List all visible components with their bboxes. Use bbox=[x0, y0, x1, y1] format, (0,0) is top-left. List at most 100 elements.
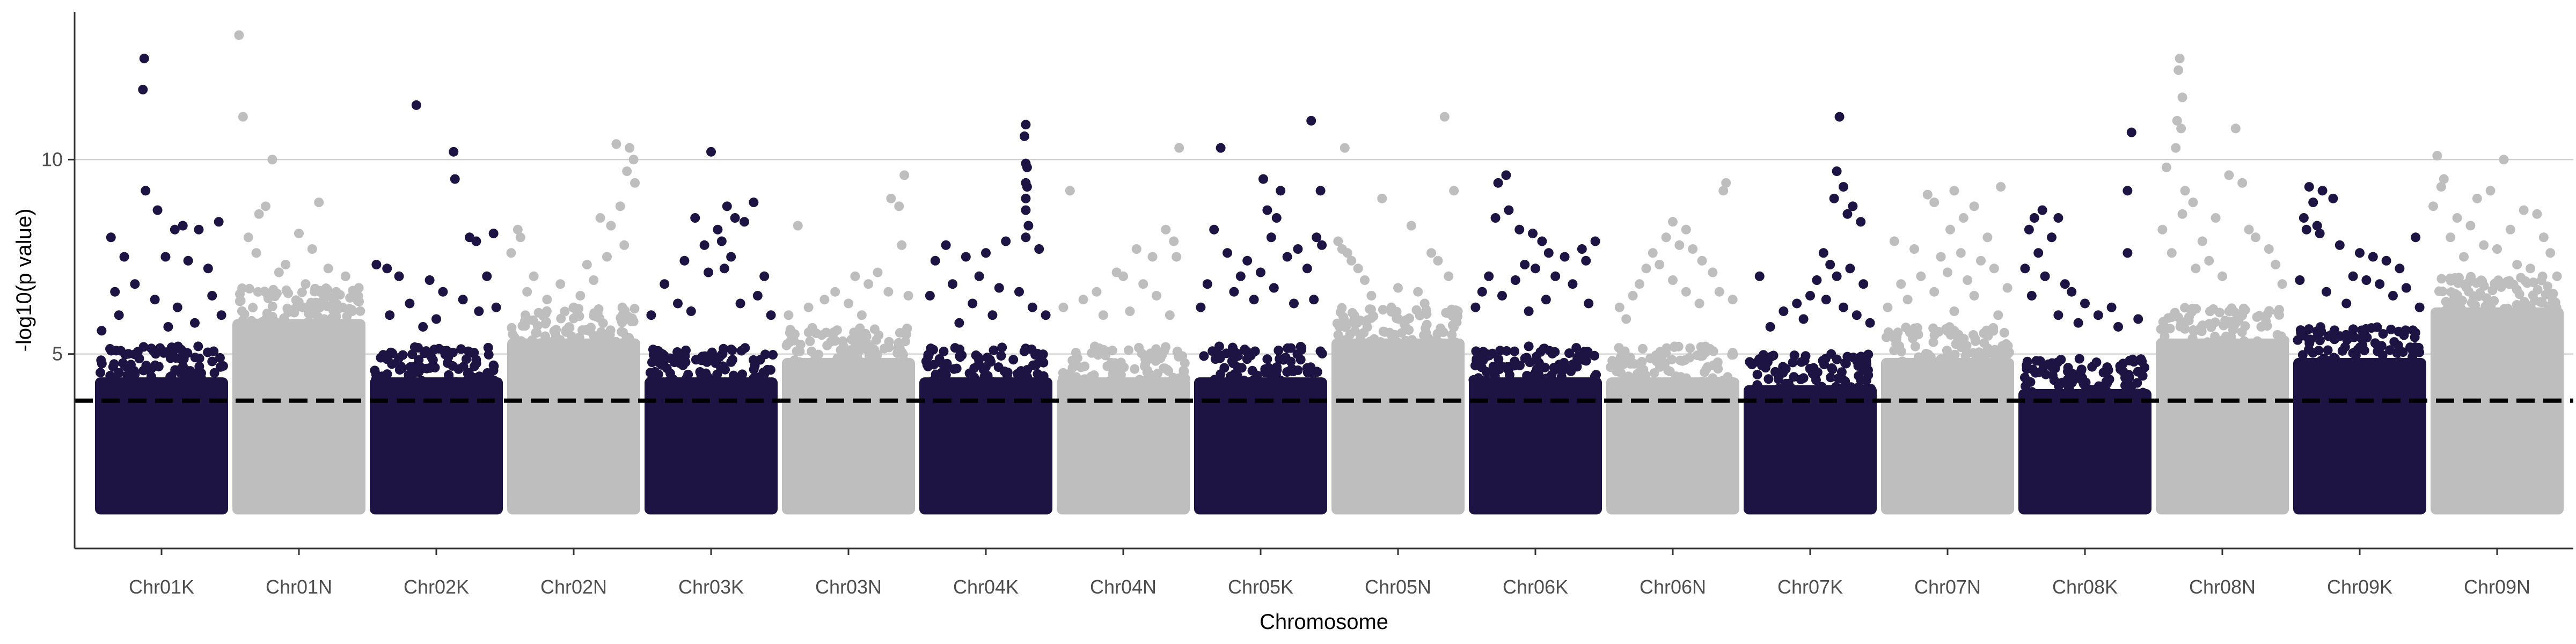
data-point bbox=[1333, 236, 1343, 246]
dense-point bbox=[1827, 364, 1838, 375]
data-point bbox=[1929, 287, 1940, 297]
data-point bbox=[1271, 213, 1282, 223]
data-point bbox=[529, 271, 539, 281]
dense-point bbox=[2296, 327, 2306, 338]
dense-point bbox=[2470, 300, 2480, 310]
dense-point bbox=[297, 302, 308, 312]
dense-point bbox=[850, 339, 860, 349]
dense-point bbox=[2102, 378, 2112, 389]
dense-point bbox=[555, 335, 565, 345]
dense-point bbox=[1337, 303, 1347, 313]
data-point bbox=[371, 260, 382, 270]
dense-point bbox=[879, 358, 889, 369]
data-point bbox=[1510, 275, 1520, 285]
data-point bbox=[1021, 120, 1031, 130]
data-point bbox=[1346, 255, 1357, 266]
dense-point bbox=[1274, 345, 1284, 355]
dense-point bbox=[1812, 367, 1823, 377]
dense-point bbox=[2175, 321, 2185, 332]
dense-point bbox=[2001, 339, 2011, 349]
data-point bbox=[1202, 279, 1212, 289]
dense-point bbox=[1841, 358, 1851, 369]
data-point bbox=[354, 283, 364, 293]
data-point bbox=[726, 252, 736, 262]
dense-point bbox=[1832, 354, 1842, 364]
dense-point bbox=[755, 355, 765, 365]
data-point bbox=[646, 310, 656, 320]
dense-point bbox=[207, 356, 217, 367]
data-point bbox=[1078, 295, 1088, 305]
data-point bbox=[1098, 310, 1108, 320]
data-point bbox=[1266, 232, 1276, 243]
data-point bbox=[2375, 279, 2385, 289]
dense-point bbox=[1436, 323, 1446, 333]
data-point bbox=[1628, 290, 1638, 301]
dense-point bbox=[2297, 350, 2308, 360]
dense-point bbox=[2505, 310, 2515, 320]
data-point bbox=[752, 290, 763, 301]
dense-point bbox=[1667, 354, 1677, 364]
data-point bbox=[194, 224, 204, 235]
data-point bbox=[323, 264, 333, 274]
data-point bbox=[1641, 264, 1651, 274]
dense-point bbox=[729, 379, 740, 390]
data-point bbox=[1568, 279, 1578, 289]
dense-point bbox=[122, 370, 133, 380]
x-axis-title: Chromosome bbox=[1260, 610, 1388, 634]
data-point bbox=[759, 271, 770, 281]
dense-point bbox=[482, 368, 493, 378]
data-point bbox=[925, 290, 935, 301]
data-point bbox=[930, 255, 940, 266]
dense-point bbox=[1116, 370, 1126, 380]
dense-point bbox=[151, 349, 161, 359]
dense-point bbox=[123, 349, 134, 359]
data-point bbox=[2060, 279, 2070, 289]
data-point bbox=[2271, 260, 2281, 270]
dense-point bbox=[1119, 362, 1129, 372]
data-point bbox=[394, 271, 404, 281]
x-tick-label: Chr07N bbox=[1914, 576, 1981, 598]
dense-point bbox=[1863, 365, 1873, 375]
data-point bbox=[1174, 143, 1184, 153]
dense-point bbox=[1920, 350, 1930, 361]
data-point bbox=[170, 224, 180, 235]
dense-point bbox=[617, 341, 627, 351]
dense-point bbox=[2234, 313, 2244, 324]
data-point bbox=[2465, 221, 2476, 231]
dense-point bbox=[789, 355, 800, 365]
dense-point bbox=[616, 313, 626, 323]
dense-point bbox=[2304, 324, 2314, 334]
dense-point bbox=[700, 351, 710, 361]
data-point bbox=[2532, 209, 2542, 219]
dense-point bbox=[2132, 378, 2142, 388]
dense-point bbox=[2445, 273, 2455, 283]
dense-point bbox=[1985, 358, 1995, 369]
data-point bbox=[513, 224, 523, 235]
data-point bbox=[2395, 264, 2405, 274]
data-point bbox=[1697, 255, 1707, 266]
dense-point bbox=[2256, 321, 2266, 332]
data-point bbox=[740, 217, 749, 227]
data-point bbox=[716, 236, 727, 246]
data-point bbox=[2505, 224, 2515, 235]
data-point bbox=[1674, 240, 1685, 250]
dense-point bbox=[586, 323, 596, 333]
data-point bbox=[2177, 92, 2187, 103]
data-point bbox=[1805, 290, 1815, 301]
dense-point bbox=[1311, 377, 1321, 387]
data-point bbox=[2411, 232, 2421, 243]
data-point bbox=[679, 255, 690, 266]
data-point bbox=[1832, 166, 1842, 177]
data-point bbox=[2479, 240, 2489, 250]
dense-point bbox=[650, 367, 660, 377]
data-point bbox=[2315, 229, 2325, 239]
dense-point bbox=[1510, 356, 1520, 367]
data-point bbox=[488, 229, 499, 239]
dense-point bbox=[235, 289, 245, 299]
dense-point bbox=[1275, 354, 1285, 364]
data-point bbox=[1242, 255, 1253, 266]
data-point bbox=[2355, 248, 2365, 258]
dense-point bbox=[527, 335, 537, 345]
dense-point bbox=[1208, 346, 1218, 356]
dense-point bbox=[598, 318, 608, 328]
